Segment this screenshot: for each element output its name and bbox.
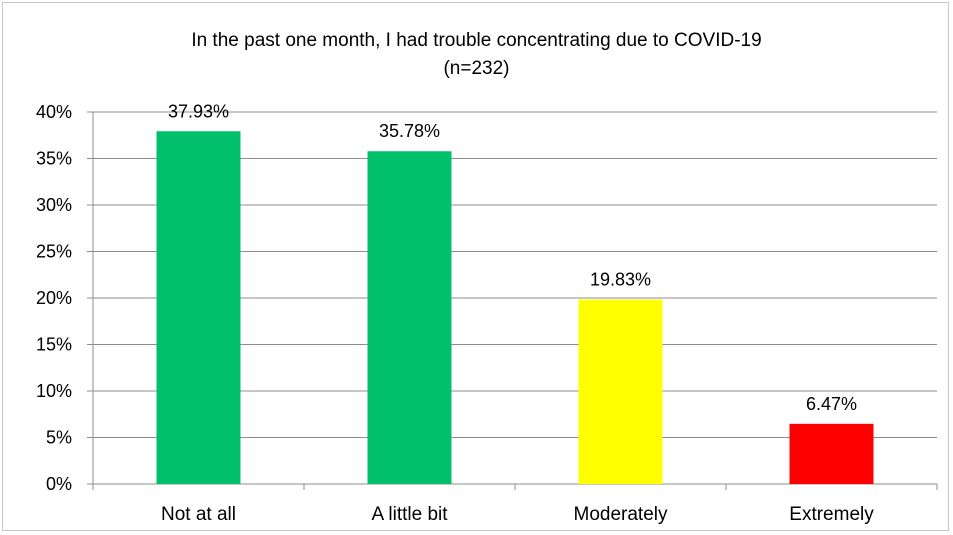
y-tick-label: 15% [36,335,72,355]
x-tick-label: A little bit [371,504,448,525]
y-tick-label: 20% [36,288,72,308]
data-label: 35.78% [379,121,440,141]
y-tick-label: 30% [36,195,72,215]
y-tick-label: 40% [36,102,72,122]
x-tick-label: Not at all [161,504,236,525]
y-tick-label: 5% [46,428,72,448]
bar [156,131,241,484]
y-tick-label: 25% [36,242,72,262]
data-label: 37.93% [168,101,229,121]
bar [367,151,452,484]
y-tick-label: 35% [36,149,72,169]
data-label: 6.47% [806,394,857,414]
chart-title: In the past one month, I had trouble con… [191,30,762,51]
bar [789,423,874,484]
y-tick-label: 10% [36,381,72,401]
data-label: 19.83% [590,270,651,290]
x-tick-label: Extremely [789,504,874,525]
chart-subtitle: (n=232) [443,58,510,79]
bar [578,299,663,484]
x-tick-label: Moderately [574,504,668,525]
y-tick-label: 0% [46,474,72,494]
